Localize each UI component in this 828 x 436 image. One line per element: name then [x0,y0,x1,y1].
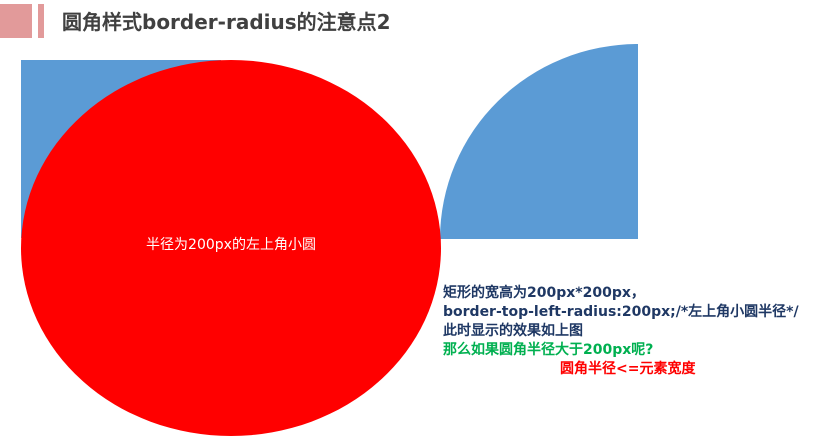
note-rect-size: 矩形的宽高为200px*200px， [443,285,645,301]
rounded-corner-quarter-shape [440,44,638,239]
note-css-code: border-top-left-radius:200px;/*左上角小圆半径*/ [443,304,799,320]
title-accent-bar [0,4,32,38]
title-accent-stripe [38,4,44,38]
red-ellipse-shape [21,60,441,436]
slide-title: 圆角样式border-radius的注意点2 [62,10,391,34]
note-question: 那么如果圆角半径大于200px呢? [443,342,654,358]
note-conclusion: 圆角半径<=元素宽度 [560,361,696,377]
ellipse-label: 半径为200px的左上角小圆 [146,237,316,253]
note-result: 此时显示的效果如上图 [443,323,583,339]
